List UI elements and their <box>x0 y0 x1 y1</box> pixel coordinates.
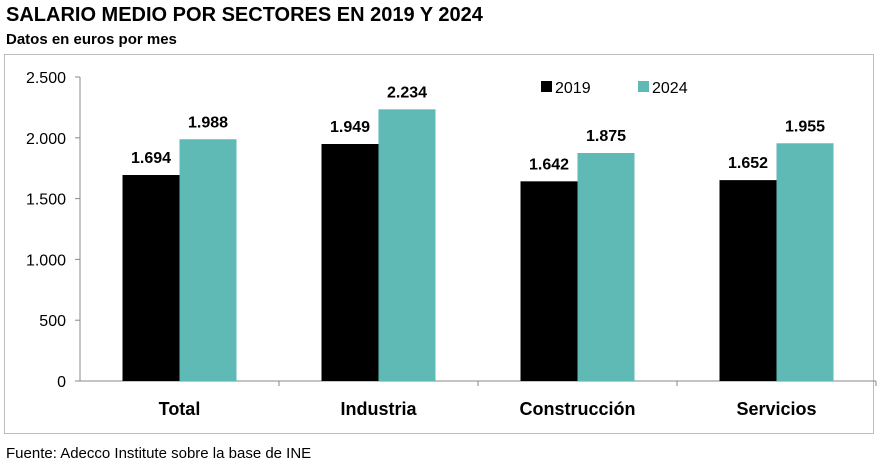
bar-2024-servicios <box>776 143 834 381</box>
legend-label: 2019 <box>555 80 591 97</box>
data-label: 2.234 <box>387 84 427 101</box>
data-label: 1.694 <box>131 150 171 167</box>
y-tick-label: 0 <box>57 374 66 391</box>
bar-2019-servicios <box>719 180 777 381</box>
chart-title: SALARIO MEDIO POR SECTORES EN 2019 Y 202… <box>6 4 483 26</box>
data-label: 1.652 <box>728 155 768 172</box>
legend-swatch-2019 <box>541 81 552 92</box>
data-label: 1.875 <box>586 128 626 145</box>
y-tick-label: 1.500 <box>26 192 66 209</box>
source-note: Fuente: Adecco Institute sobre la base d… <box>6 445 312 462</box>
bar-2019-total <box>122 175 180 381</box>
bar-2024-total <box>179 139 237 381</box>
chart-subtitle: Datos en euros por mes <box>6 31 177 48</box>
data-label: 1.949 <box>330 119 370 136</box>
category-label: Servicios <box>736 399 816 419</box>
data-label: 1.955 <box>785 118 825 135</box>
y-tick-label: 2.000 <box>26 131 66 148</box>
chart-frame <box>4 54 874 434</box>
data-label: 1.988 <box>188 114 228 131</box>
category-label: Industria <box>340 399 417 419</box>
bar-2019-construcción <box>520 181 578 381</box>
data-label: 1.642 <box>529 156 569 173</box>
bar-2024-industria <box>378 109 436 382</box>
legend-label: 2024 <box>652 80 688 97</box>
y-tick-label: 1.000 <box>26 252 66 269</box>
bar-2024-construcción <box>577 153 635 381</box>
legend-swatch-2024 <box>638 81 649 92</box>
category-label: Construcción <box>519 399 635 419</box>
category-label: Total <box>159 399 201 419</box>
bar-2019-industria <box>321 144 379 381</box>
y-tick-label: 2.500 <box>26 70 66 87</box>
y-tick-label: 500 <box>39 313 66 330</box>
